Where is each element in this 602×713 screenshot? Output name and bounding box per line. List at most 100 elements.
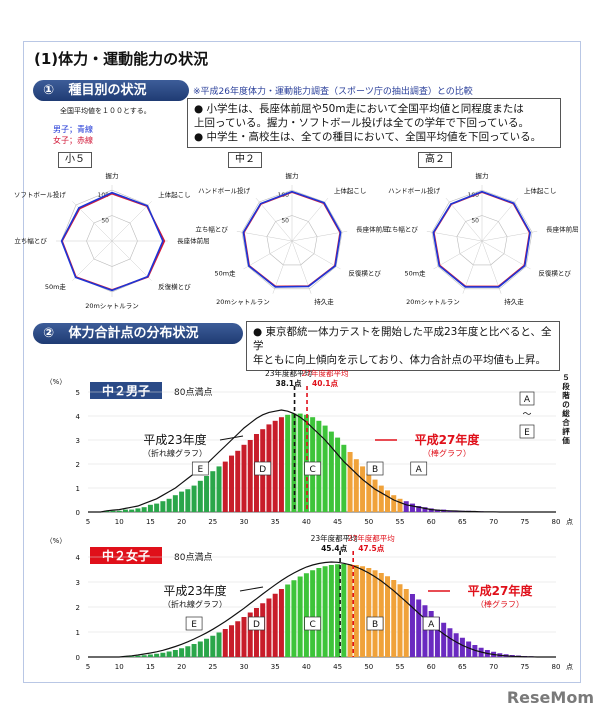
x-tick-label: 35 (271, 518, 280, 526)
radar-axis-label: ハンドボール投げ (198, 186, 251, 195)
radar-spoke (291, 231, 348, 242)
bar (316, 568, 322, 657)
radar-axis-label: 反復横とび (158, 282, 191, 291)
bar (328, 431, 334, 512)
eval-box-tilde: ～ (522, 410, 531, 420)
bar (459, 637, 465, 657)
legend-male-text: 男子；青線 (53, 125, 93, 134)
avg27-value: 40.1点 (312, 378, 339, 388)
bar (328, 565, 334, 657)
x-tick-label: 40 (302, 518, 311, 526)
grade-box (410, 461, 428, 476)
bar (403, 501, 409, 512)
radar-spoke (291, 197, 329, 242)
x-tick-label: 75 (520, 663, 529, 671)
grade-box (248, 616, 265, 631)
bar (397, 498, 403, 512)
bar (278, 589, 284, 657)
bar (391, 580, 397, 657)
bullet-line: 上回っている。握力・ソフトボール投げは全ての学年で下回っている。 (194, 117, 529, 129)
eval-box-e (519, 424, 535, 439)
radar-axis-label: 握力 (286, 171, 299, 180)
bar (272, 420, 278, 512)
radar-spoke (462, 240, 483, 294)
radar-axis-label: 立ち幅とび (385, 225, 418, 234)
legend-male: 男子；青線 (53, 124, 93, 135)
radar-spoke (72, 240, 113, 281)
section2-number: ② (43, 326, 55, 341)
bar (447, 628, 453, 657)
x-tick-label: 15 (146, 518, 155, 526)
bar (441, 622, 447, 657)
bar (135, 655, 141, 657)
bar (303, 573, 309, 657)
radar-axis-label: 持久走 (504, 297, 524, 306)
radar-grid (241, 189, 343, 290)
bar (147, 504, 153, 512)
bar (266, 598, 272, 657)
line-series-h23 (88, 409, 556, 513)
radar-axis-label: 上体起こし (334, 186, 367, 195)
eval-label-char: の (562, 400, 570, 409)
radar-spoke (255, 197, 293, 242)
bar (378, 485, 384, 512)
bar (216, 632, 222, 657)
radar-axis-label: 持久走 (314, 297, 334, 306)
grade-label: B (372, 620, 378, 630)
bar (335, 564, 341, 657)
radar-series-male (60, 191, 164, 292)
bar (147, 654, 153, 657)
radar-spoke (111, 240, 152, 281)
bar (278, 417, 284, 512)
grade-box (304, 616, 321, 631)
radar-axis-label: 長座体前屈 (177, 236, 210, 245)
grade-box (191, 461, 209, 476)
x-tick-label: 50 (364, 663, 373, 671)
section2-header: ② 体力合計点の分布状況 (33, 323, 243, 344)
x-tick-label: 30 (240, 518, 249, 526)
bullet-line: 年ともに向上傾向を示しており、体力合計点の平均値も上昇。 (253, 354, 546, 366)
bar (347, 564, 353, 657)
bar (272, 593, 278, 657)
y-tick-label: 0 (76, 509, 80, 517)
radar-spoke (111, 201, 152, 242)
grade-tag-ko2: 高２ (418, 152, 452, 168)
bullet-line: ● 東京都統一体力テストを開始した平成23年度と比べると、全学 (253, 326, 552, 352)
bar (291, 580, 297, 657)
panel-title-bg (90, 547, 162, 564)
bar (204, 638, 210, 657)
bar (366, 473, 372, 512)
bar (179, 491, 185, 512)
bullet-line: ● 小学生は、長座体前屈や50m走において全国平均値と同程度または (194, 103, 524, 115)
bar (179, 648, 185, 657)
bar (416, 506, 422, 512)
x-tick-label: 55 (396, 663, 405, 671)
radar-tick-label: 50 (281, 218, 289, 225)
bar (172, 495, 178, 512)
radar-axis-label: 反復横とび (538, 269, 571, 278)
radar-axis-label: 50m走 (214, 270, 236, 278)
page-title: (1)体力・運動能力の状況 (34, 50, 209, 68)
section1-bullets: ● 小学生は、長座体前屈や50m走において全国平均値と同程度または 上回っている… (187, 98, 561, 148)
line-legend-sub: （折れ線グラフ） (163, 599, 227, 609)
radar-grid (266, 215, 318, 266)
bar (310, 570, 316, 657)
radar-spoke (291, 240, 341, 270)
bar (322, 425, 328, 512)
bar (341, 564, 347, 657)
eval-label-char: ５ (562, 373, 570, 382)
eval-label-char: 総 (562, 408, 570, 418)
x-tick-label: 10 (115, 663, 124, 671)
x-tick-label: 35 (271, 663, 280, 671)
bar (197, 480, 203, 512)
radar-spoke (481, 231, 538, 242)
bar (247, 612, 253, 657)
radar-axis-label: 上体起こし (524, 186, 557, 195)
grade-label: C (309, 620, 315, 630)
bar (403, 589, 409, 657)
y-tick-label: 3 (76, 579, 80, 587)
